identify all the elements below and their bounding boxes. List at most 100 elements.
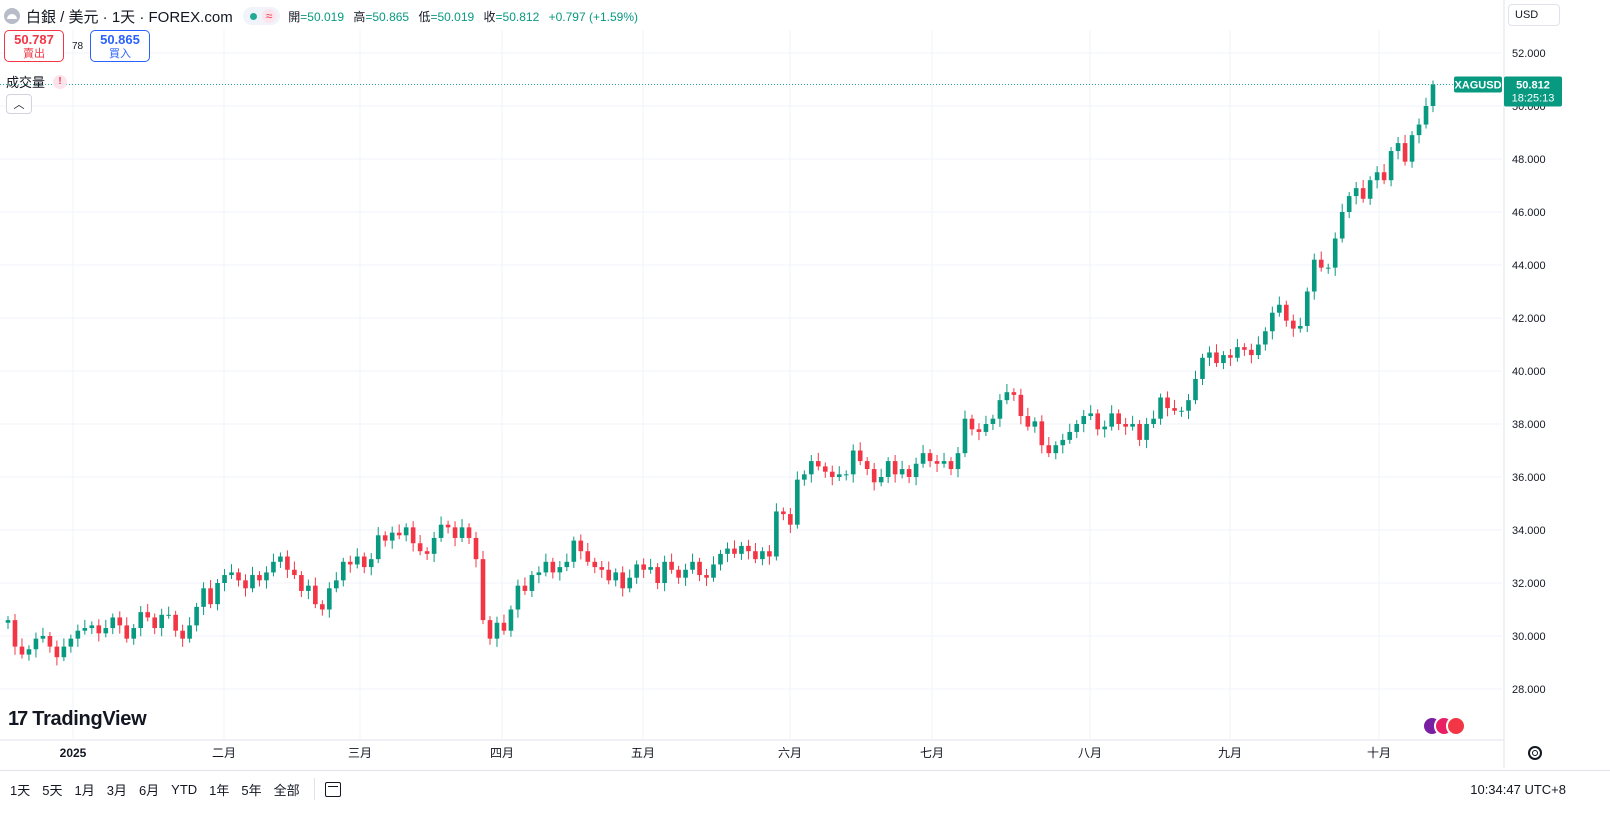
x-tick-label: 2025	[60, 746, 87, 760]
sell-button[interactable]: 50.787 賣出	[4, 30, 64, 62]
candle-body	[124, 625, 130, 639]
range-6m[interactable]: 6月	[138, 782, 160, 798]
candle-body	[12, 620, 18, 647]
buy-button[interactable]: 50.865 買入	[90, 30, 150, 62]
candle-body	[669, 561, 674, 570]
tradingview-logo[interactable]: 17 TradingView	[8, 708, 147, 731]
candle-body	[1346, 196, 1352, 212]
candle-body	[627, 577, 632, 589]
candle-body	[1304, 291, 1310, 326]
open-label: 開	[288, 9, 301, 24]
change-value: +0.797 (+1.59%)	[548, 9, 638, 24]
candle-body	[1221, 355, 1226, 364]
candle-body	[473, 537, 479, 560]
candle-body	[1025, 416, 1031, 427]
candle-body	[257, 575, 262, 581]
candle-body	[683, 569, 688, 578]
candle-body	[1046, 445, 1052, 454]
candle-body	[557, 567, 563, 573]
candle-body	[1123, 424, 1128, 427]
candle-body	[452, 527, 458, 538]
collapse-button[interactable]: ︿	[6, 94, 32, 114]
bottom-toolbar: 1天 5天 1月 3月 6月 YTD 1年 5年 全部 10:34:47 UTC…	[0, 770, 1610, 807]
high-label: 高	[353, 9, 366, 24]
currency-select[interactable]: USD	[1508, 4, 1560, 26]
candle-body	[96, 625, 102, 634]
candle-body	[1228, 355, 1233, 358]
candle-body	[54, 646, 60, 658]
low-value: =50.019	[430, 9, 475, 24]
range-all[interactable]: 全部	[273, 782, 300, 798]
warning-icon[interactable]: !	[53, 74, 68, 89]
candle-body	[739, 545, 744, 554]
candle-body	[913, 463, 919, 477]
buy-price: 50.865	[100, 32, 140, 47]
candle-body	[361, 556, 367, 568]
range-1y[interactable]: 1年	[209, 782, 230, 798]
candle-body	[466, 527, 472, 538]
range-5y[interactable]: 5年	[241, 782, 262, 798]
range-1d[interactable]: 1天	[10, 782, 31, 798]
settings-icon[interactable]	[1528, 746, 1542, 760]
price-tag-value: 50.812	[1516, 79, 1550, 91]
x-tick-label: 七月	[920, 746, 944, 760]
candle-body	[948, 461, 954, 470]
candle-body	[187, 625, 192, 639]
candle-body	[767, 551, 772, 557]
candle-body	[264, 572, 269, 581]
candle-body	[243, 580, 248, 589]
y-tick-label: 46.000	[1512, 207, 1546, 219]
candle-body	[313, 585, 318, 605]
candle-body	[1137, 424, 1142, 440]
candle-body	[1339, 212, 1345, 239]
candle-body	[250, 575, 255, 589]
candle-body	[236, 572, 241, 581]
candle-body	[1179, 410, 1184, 412]
range-ytd[interactable]: YTD	[171, 781, 198, 797]
candle-body	[1011, 392, 1017, 395]
candle-body	[927, 453, 933, 462]
candle-body	[180, 630, 185, 639]
calendar-icon[interactable]	[324, 781, 341, 797]
volume-indicator[interactable]: 成交量 !	[6, 72, 68, 91]
candle-body	[1144, 424, 1149, 440]
range-5d[interactable]: 5天	[42, 782, 63, 798]
candle-body	[459, 527, 465, 538]
y-tick-label: 38.000	[1512, 419, 1546, 431]
market-status[interactable]: ≈	[242, 7, 281, 25]
clock[interactable]: 10:34:47 UTC+8	[1470, 781, 1566, 797]
candle-body	[732, 548, 737, 554]
candle-body	[501, 622, 507, 631]
candle-body	[920, 453, 926, 464]
range-1m[interactable]: 1月	[74, 782, 95, 798]
candle-body	[103, 628, 109, 634]
candle-body	[1360, 188, 1366, 199]
candle-body	[753, 551, 758, 560]
candle-body	[215, 583, 220, 605]
candle-body	[655, 567, 660, 583]
symbol-tag-bg	[1454, 76, 1502, 93]
candle-body	[1277, 304, 1282, 313]
candle-body	[278, 556, 283, 562]
ohlc-values: 開=50.019 高=50.865 低=50.019 收=50.812 +0.7…	[288, 8, 644, 25]
candle-body	[1165, 397, 1170, 409]
candle-body	[173, 614, 178, 631]
candle-body	[1381, 172, 1387, 181]
candle-body	[1067, 431, 1073, 440]
candle-body	[334, 580, 339, 589]
symbol-header: 白銀 / 美元 · 1天 · FOREX.com ≈ 開=50.019 高=50…	[4, 6, 644, 26]
candle-body	[166, 614, 171, 616]
candle-body	[613, 572, 619, 581]
candle-body	[815, 461, 821, 467]
candle-body	[1367, 180, 1373, 199]
x-tick-label: 六月	[778, 746, 802, 760]
candle-body	[522, 585, 528, 591]
candle-body	[704, 575, 709, 578]
events-indicator[interactable]	[1422, 716, 1470, 738]
tradingview-mark-icon: 17	[8, 708, 28, 730]
approx-icon: ≈	[261, 9, 277, 23]
candle-body	[1409, 135, 1415, 162]
range-3m[interactable]: 3月	[106, 782, 127, 798]
symbol-title[interactable]: 白銀 / 美元 · 1天 · FOREX.com	[26, 8, 233, 26]
